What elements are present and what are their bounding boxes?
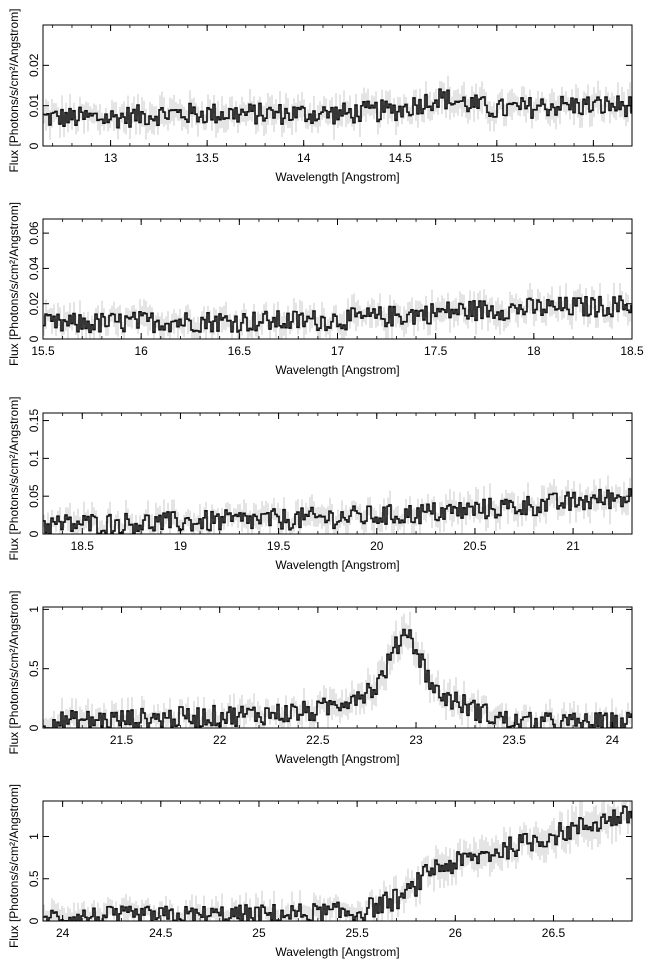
x-tick-label: 15.5 xyxy=(582,151,606,165)
x-tick-label: 17.5 xyxy=(424,344,448,358)
y-tick-label: 0.06 xyxy=(27,221,41,245)
y-axis-label: Flux [Photons/s/cm²/Angstrom] xyxy=(7,396,21,560)
x-tick-label: 26.5 xyxy=(542,926,566,940)
spectrum-trace xyxy=(43,282,632,339)
x-tick-label: 16.5 xyxy=(228,344,252,358)
x-tick-label: 16 xyxy=(134,344,148,358)
x-axis-label: Wavelength [Angstrom] xyxy=(275,752,399,766)
y-tick-label: 1 xyxy=(27,606,41,613)
x-axis-label: Wavelength [Angstrom] xyxy=(275,945,399,959)
x-axis-label: Wavelength [Angstrom] xyxy=(275,170,399,184)
x-tick-label: 23.5 xyxy=(503,733,527,747)
y-axis-label: Flux [Photons/s/cm²/Angstrom] xyxy=(7,590,21,754)
y-tick-label: 0.01 xyxy=(27,94,41,118)
y-tick-label: 0.02 xyxy=(27,53,41,77)
flux-step-line xyxy=(43,295,632,334)
x-tick-label: 19 xyxy=(174,539,188,553)
y-tick-label: 0 xyxy=(27,724,41,731)
y-axis-label: Flux [Photons/s/cm²/Angstrom] xyxy=(7,784,21,948)
y-tick-label: 0.15 xyxy=(27,409,41,433)
y-tick-label: 1 xyxy=(27,833,41,840)
x-tick-label: 18.5 xyxy=(71,539,95,553)
x-axis-label: Wavelength [Angstrom] xyxy=(275,558,399,572)
flux-step-line xyxy=(43,628,632,728)
spectrum-trace xyxy=(43,611,632,728)
y-axis-label: Flux [Photons/s/cm²/Angstrom] xyxy=(7,202,21,366)
y-tick-label: 0 xyxy=(27,335,41,342)
spectrum-trace xyxy=(43,801,632,921)
x-tick-label: 24 xyxy=(56,926,70,940)
x-tick-label: 13.5 xyxy=(195,151,219,165)
spectrum-panel-1: 13 13.5 14 14.5 15 15.5 0 0.01 0.02 Wavelength [A… xyxy=(7,8,633,184)
spectrum-panel-2: 15.5 16 16.5 17 17.5 18 18.5 0 0.02 0.04 0.06 Wavel… xyxy=(7,202,644,377)
x-tick-label: 25.5 xyxy=(345,926,369,940)
x-tick-label: 23 xyxy=(409,733,423,747)
y-tick-label: 0.5 xyxy=(27,870,41,887)
x-tick-label: 25 xyxy=(252,926,266,940)
x-tick-label: 19.5 xyxy=(267,539,291,553)
y-tick-label: 0 xyxy=(27,530,41,537)
flux-step-line xyxy=(43,488,632,534)
x-tick-label: 22.5 xyxy=(306,733,330,747)
y-tick-label: 0 xyxy=(27,917,41,924)
x-tick-label: 15.5 xyxy=(31,344,55,358)
spectrum-panel-3: 18.5 19 19.5 20 20.5 21 0 0.05 0.1 0.15 Wavelength… xyxy=(7,396,633,572)
spectrum-trace xyxy=(43,475,632,534)
x-tick-label: 14.5 xyxy=(389,151,413,165)
x-tick-label: 22 xyxy=(213,733,227,747)
y-tick-label: 0.5 xyxy=(27,660,41,677)
x-tick-label: 18 xyxy=(527,344,541,358)
spectrum-trace xyxy=(43,75,632,140)
x-tick-label: 20.5 xyxy=(463,539,487,553)
x-tick-label: 21.5 xyxy=(110,733,134,747)
y-axis-label: Flux [Photons/s/cm²/Angstrom] xyxy=(7,8,21,172)
y-tick-label: 0.02 xyxy=(27,292,41,316)
y-tick-label: 0 xyxy=(27,142,41,149)
y-tick-label: 0.04 xyxy=(27,256,41,280)
spectrum-panel-5: 24 24.5 25 25.5 26 26.5 0 0.5 1 Wavelength [Angst… xyxy=(7,784,633,959)
x-axis-label: Wavelength [Angstrom] xyxy=(275,363,399,377)
x-tick-label: 20 xyxy=(370,539,384,553)
x-tick-label: 24.5 xyxy=(149,926,173,940)
y-tick-label: 0.05 xyxy=(27,484,41,508)
y-tick-label: 0.1 xyxy=(27,450,41,467)
x-tick-label: 21 xyxy=(566,539,580,553)
x-tick-label: 14 xyxy=(297,151,311,165)
x-tick-label: 18.5 xyxy=(620,344,644,358)
x-tick-label: 15 xyxy=(490,151,504,165)
x-tick-label: 17 xyxy=(331,344,345,358)
flux-step-line xyxy=(43,805,632,921)
x-tick-label: 13 xyxy=(104,151,118,165)
x-tick-label: 24 xyxy=(606,733,620,747)
spectrum-panel-4: 21.5 22 22.5 23 23.5 24 0 0.5 1 Wavelength [Angst… xyxy=(7,590,633,766)
plot-frame xyxy=(42,24,633,147)
x-tick-label: 26 xyxy=(449,926,463,940)
flux-step-line xyxy=(43,88,632,129)
